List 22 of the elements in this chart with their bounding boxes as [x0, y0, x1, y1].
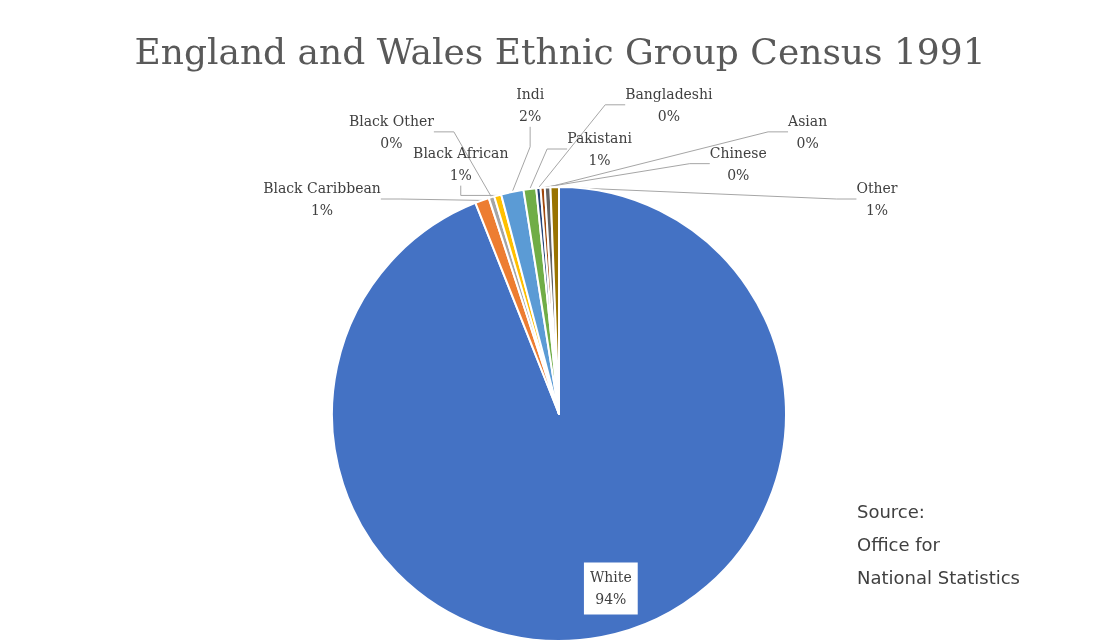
- data-label: 1%: [865, 202, 889, 218]
- data-label: 0%: [727, 166, 750, 183]
- slice-label: Other: [856, 180, 898, 196]
- chart-title: England and Wales Ethnic Group Census 1991: [134, 30, 986, 72]
- slice-label: Asian: [787, 112, 828, 129]
- slice-label: White: [589, 569, 632, 586]
- data-label: 1%: [310, 202, 334, 218]
- data-label: 0%: [796, 134, 819, 151]
- data-label: 2%: [519, 107, 542, 124]
- data-label: 0%: [657, 107, 680, 124]
- slice-label: Black Caribbean: [263, 180, 381, 196]
- slice-label: Bangladeshi: [625, 85, 714, 102]
- slice-label: Pakistani: [567, 130, 633, 146]
- data-label: 1%: [449, 166, 472, 183]
- data-label: 0%: [380, 134, 403, 151]
- source-note: Source: Office for National Statistics: [856, 501, 1020, 588]
- data-label: 94%: [595, 591, 627, 608]
- slice-label: Black Other: [348, 112, 435, 129]
- slice-label: Chinese: [709, 144, 767, 161]
- slice-label: Black African: [413, 144, 509, 161]
- data-label: 1%: [588, 152, 611, 168]
- slice-label: Indi: [516, 85, 545, 102]
